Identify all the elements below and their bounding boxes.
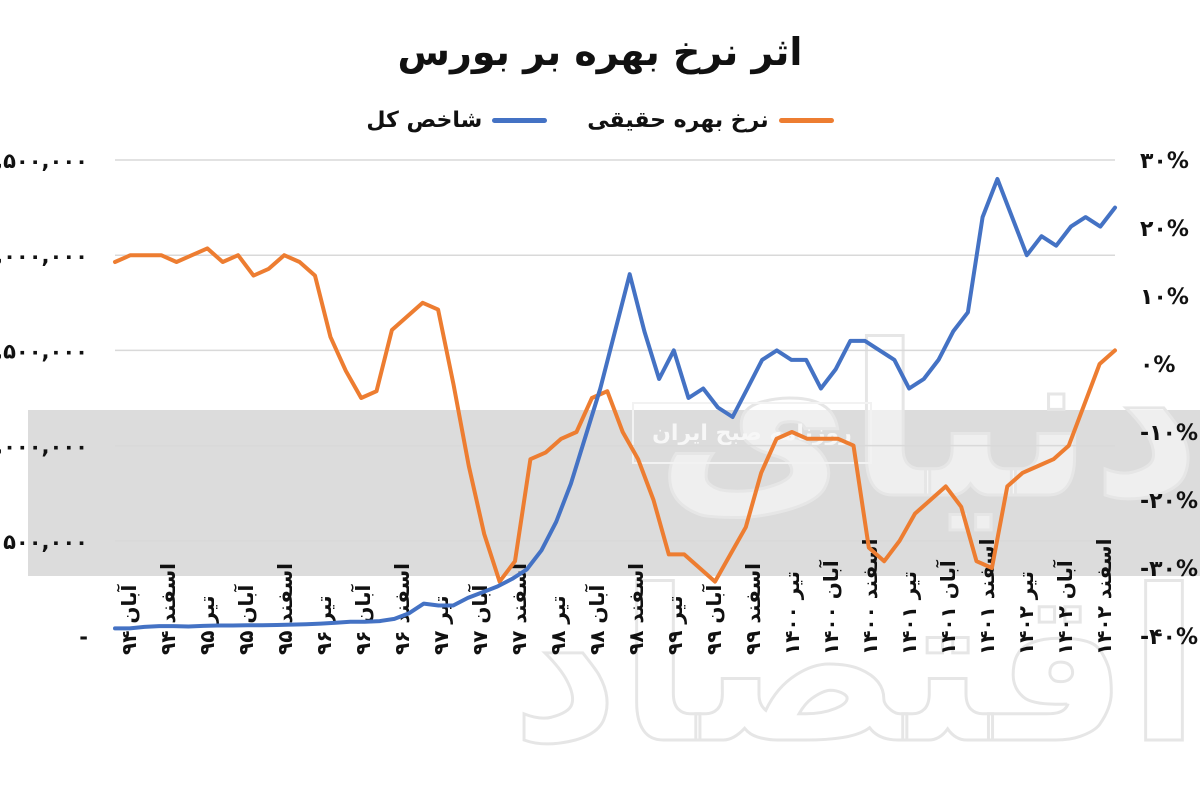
- left-tick-label: ۱,۰۰۰,۰۰۰: [0, 435, 88, 459]
- x-tick-label: اسفند ۹۵: [273, 563, 297, 655]
- x-tick-label: آبان ۱۴۰۲: [1052, 559, 1077, 655]
- x-tick-label: تیر ۹۹: [663, 596, 687, 656]
- x-tick-label: اسفند ۹۴: [156, 563, 180, 655]
- x-tick-label: آبان ۹۶: [350, 584, 375, 655]
- left-tick-label: ۱,۵۰۰,۰۰۰: [0, 339, 88, 363]
- series-line-index: [115, 179, 1115, 628]
- right-tick-label: -۳۰%: [1140, 557, 1198, 582]
- x-tick-label: اسفند ۹۸: [624, 563, 648, 655]
- x-tick-label: تیر ۱۴۰۲: [1014, 571, 1038, 655]
- x-tick-label: آبان ۹۸: [584, 584, 609, 655]
- left-tick-label: ۲,۵۰۰,۰۰۰: [0, 149, 88, 173]
- left-tick-label: ۵۰۰,۰۰۰: [3, 530, 88, 554]
- x-tick-label: آبان ۹۴: [116, 584, 141, 655]
- x-tick-label: تیر ۱۴۰۰: [780, 571, 804, 655]
- right-tick-label: ۰%: [1140, 353, 1175, 378]
- right-tick-label: -۴۰%: [1140, 625, 1198, 650]
- left-tick-label: -: [79, 625, 88, 649]
- x-tick-label: آبان ۱۴۰۱: [935, 559, 960, 655]
- x-tick-label: اسفند ۹۶: [390, 563, 414, 655]
- series-line-real-rate: [115, 248, 1115, 581]
- right-tick-label: ۳۰%: [1140, 149, 1189, 174]
- right-tick-label: ۲۰%: [1140, 217, 1189, 242]
- x-tick-label: اسفند ۱۴۰۲: [1092, 539, 1116, 655]
- right-tick-label: -۱۰%: [1140, 421, 1198, 446]
- x-tick-label: آبان ۱۴۰۰: [818, 559, 843, 655]
- right-tick-label: ۱۰%: [1140, 285, 1189, 310]
- x-tick-label: اسفند ۹۹: [741, 563, 765, 655]
- x-tick-label: آبان ۹۵: [233, 584, 258, 655]
- left-tick-label: ۲,۰۰۰,۰۰۰: [0, 244, 88, 268]
- x-tick-label: تیر ۱۴۰۱: [897, 571, 921, 655]
- x-tick-label: تیر ۹۸: [546, 596, 570, 656]
- right-tick-label: -۲۰%: [1140, 489, 1198, 514]
- x-tick-label: آبان ۹۹: [701, 584, 726, 655]
